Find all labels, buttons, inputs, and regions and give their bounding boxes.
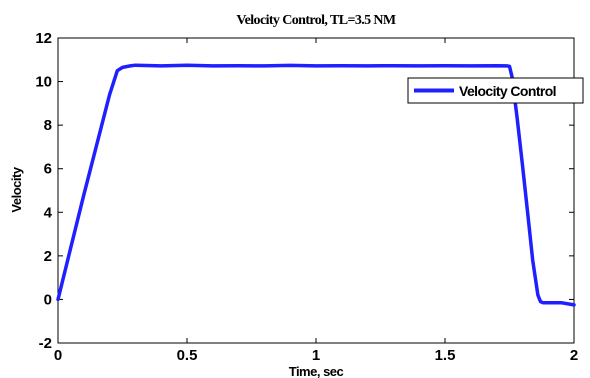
- x-tick-label: 0.5: [177, 347, 198, 364]
- y-tick-label: -2: [39, 335, 52, 352]
- y-tick-label: 0: [44, 291, 52, 308]
- legend: Velocity Control: [407, 77, 584, 104]
- x-tick-label: 1.5: [435, 347, 456, 364]
- y-tick-label: 6: [44, 161, 52, 178]
- axis-ticks: [57, 37, 575, 344]
- chart-title: Velocity Control, TL=3.5 NM: [236, 13, 396, 28]
- y-tick-label: 8: [44, 117, 52, 134]
- y-tick-label: 12: [35, 30, 52, 47]
- legend-label: Velocity Control: [459, 83, 556, 99]
- series-layer: [56, 63, 576, 307]
- y-tick-label: 10: [35, 74, 52, 91]
- x-axis-title: Time, sec: [289, 364, 344, 378]
- y-axis-title: Velocity: [9, 166, 24, 212]
- y-tick-label: 2: [44, 248, 52, 265]
- x-tick-label: 1: [312, 347, 320, 364]
- x-tick-label: 2: [570, 347, 578, 364]
- y-tick-label: 4: [44, 204, 53, 221]
- y-tick-labels: -2 0 2 4 6 8 10 12: [35, 30, 52, 352]
- x-tick-label: 0: [54, 347, 62, 364]
- series-line-velocity-control: [56, 63, 576, 307]
- x-tick-labels: 0 0.5 1 1.5 2: [54, 347, 578, 364]
